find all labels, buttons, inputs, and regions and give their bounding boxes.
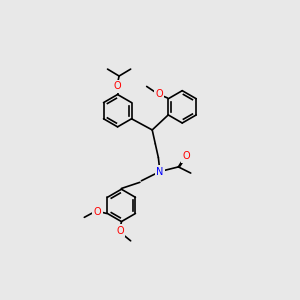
Text: O: O bbox=[116, 226, 124, 236]
Text: N: N bbox=[156, 167, 164, 176]
Text: O: O bbox=[94, 207, 101, 217]
Text: O: O bbox=[155, 89, 163, 99]
Text: O: O bbox=[114, 81, 122, 91]
Text: O: O bbox=[182, 151, 190, 161]
